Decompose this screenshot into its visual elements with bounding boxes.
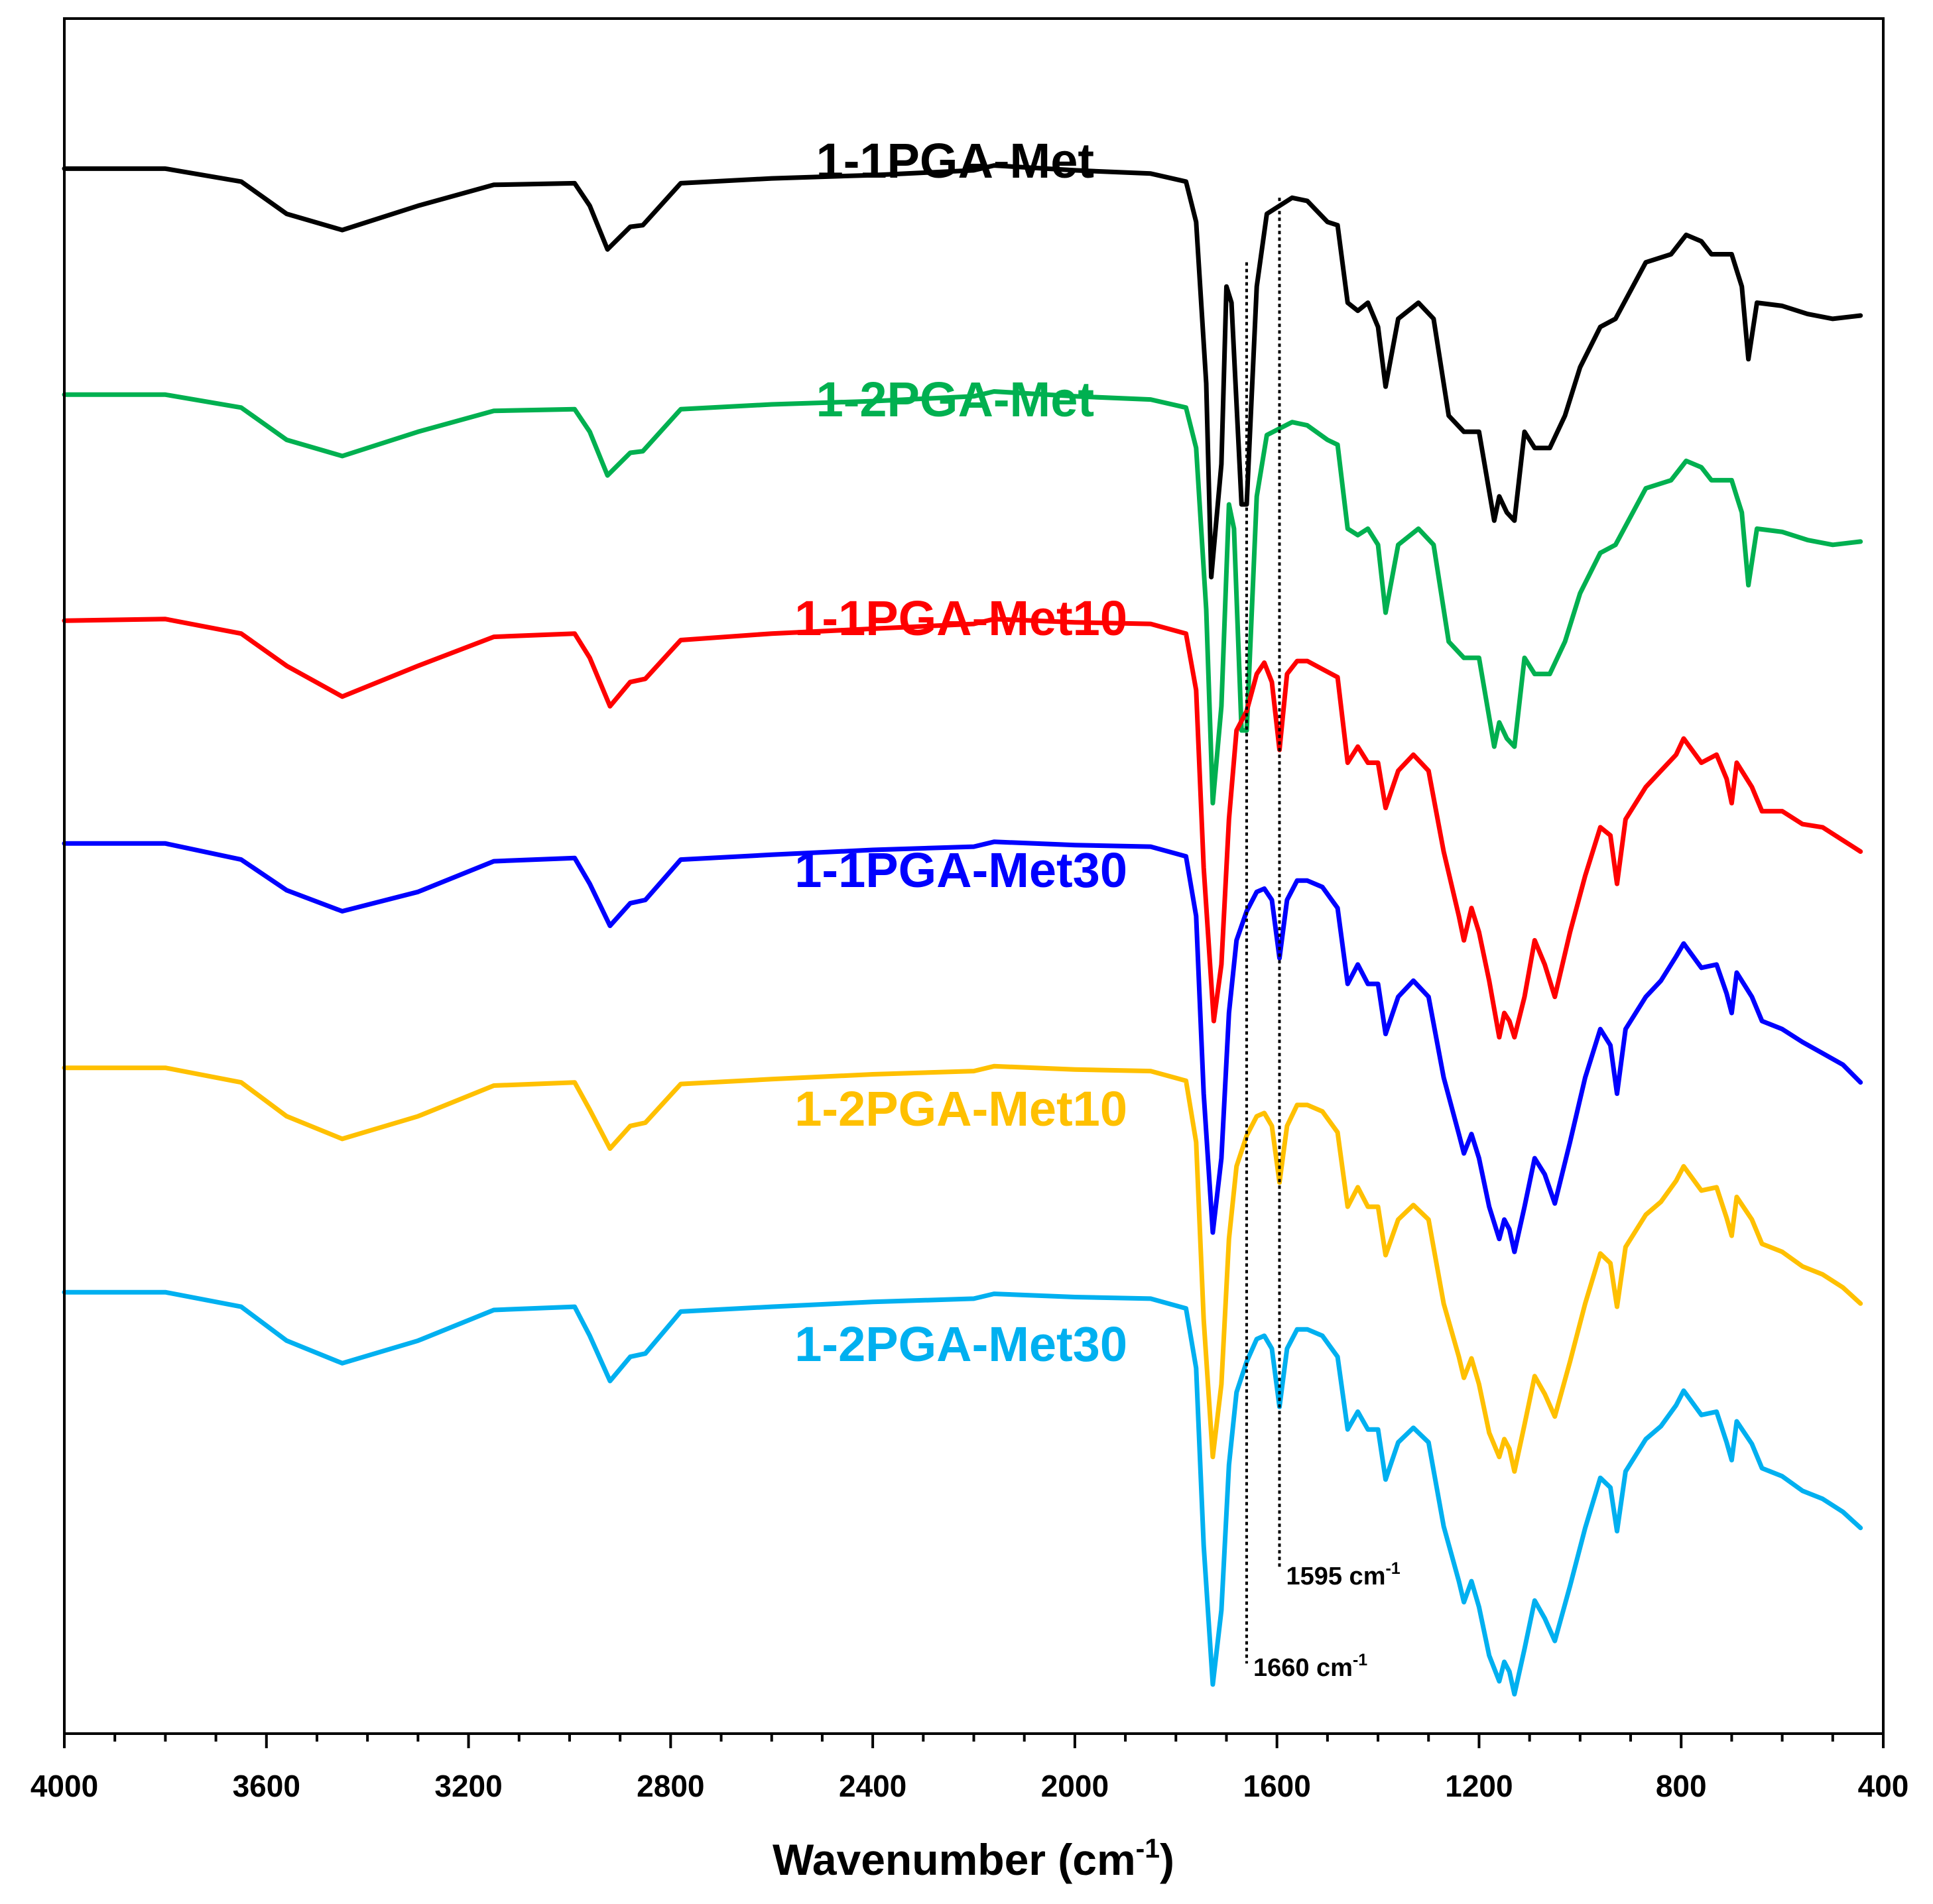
x-tick-label-4000: 4000 — [31, 1769, 98, 1803]
x-axis-ticks: 4000 3600 3200 2800 2400 2000 1600 1200 800 400 — [31, 1734, 1909, 1803]
series-line-1-1PGA-Met10 — [62, 617, 1863, 1040]
x-axis-title: Wavenumber (cm-1) — [773, 1833, 1174, 1884]
x-axis-title-close: ) — [1160, 1835, 1174, 1884]
series-label-1-1PGA-Met10: 1-1PGA-Met10 — [794, 591, 1127, 646]
reference-label-1595: 1595 cm-1 — [1286, 1559, 1400, 1590]
series-line-1-2PGA-Met30 — [62, 1289, 1863, 1696]
reference-lines: 1660 cm-1 1595 cm-1 — [1245, 198, 1401, 1682]
series-label-1-2PGA-Met10: 1-2PGA-Met10 — [794, 1081, 1127, 1136]
x-tick-label-2400: 2400 — [839, 1769, 906, 1803]
x-tick-label-800: 800 — [1656, 1769, 1707, 1803]
series-label-1-1PGA-Met: 1-1PGA-Met — [816, 133, 1094, 188]
series-label-1-1PGA-Met30: 1-1PGA-Met30 — [794, 843, 1127, 898]
x-tick-label-3600: 3600 — [233, 1769, 300, 1803]
series-label-1-2PGA-Met: 1-2PGA-Met — [816, 372, 1094, 427]
x-tick-label-3200: 3200 — [434, 1769, 502, 1803]
series-label-1-2PGA-Met30: 1-2PGA-Met30 — [794, 1317, 1127, 1372]
x-tick-label-400: 400 — [1858, 1769, 1909, 1803]
series-line-1-2PGA-Met10 — [62, 1063, 1863, 1474]
x-tick-label-2000: 2000 — [1041, 1769, 1109, 1803]
x-tick-label-2800: 2800 — [637, 1769, 704, 1803]
series-layer — [62, 163, 1863, 1696]
x-tick-label-1600: 1600 — [1243, 1769, 1310, 1803]
reference-label-1660: 1660 cm-1 — [1253, 1651, 1367, 1682]
series-line-1-1PGA-Met — [62, 163, 1863, 579]
x-tick-label-1200: 1200 — [1445, 1769, 1513, 1803]
series-line-1-1PGA-Met30 — [62, 839, 1863, 1254]
series-labels: 1-1PGA-Met 1-2PGA-Met 1-1PGA-Met10 1-1PGA-M… — [794, 133, 1127, 1372]
series-line-1-2PGA-Met — [62, 389, 1863, 805]
x-axis-title-sup: -1 — [1136, 1833, 1160, 1864]
x-axis-title-text: Wavenumber (cm — [773, 1835, 1136, 1884]
